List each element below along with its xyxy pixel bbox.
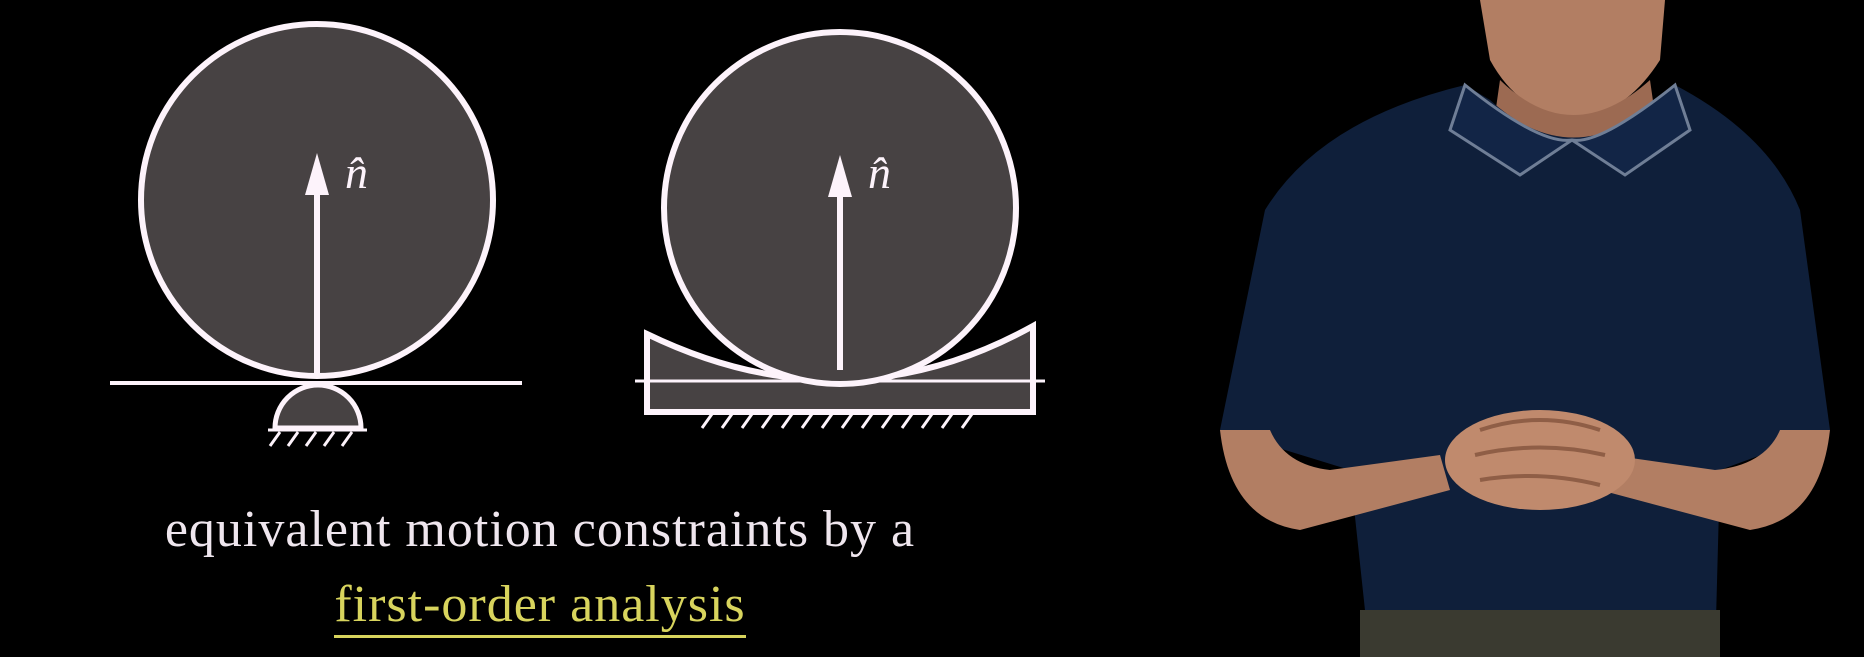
left-pin-support [272, 382, 364, 431]
presenter-collar [1448, 82, 1692, 177]
left-normal-arrow-head [305, 153, 329, 195]
presenter-left-forearm [1220, 430, 1450, 530]
left-normal-label: n̂ [345, 147, 368, 198]
left-diagram: n̂ [110, 21, 522, 447]
presenter-belt [1360, 610, 1720, 657]
right-diagram: n̂ [635, 29, 1045, 429]
caption-line-2-highlight: first-order analysis [0, 575, 1080, 638]
presenter-figure [1220, 0, 1830, 657]
left-ground-hatch [268, 428, 367, 447]
presenter-right-forearm [1600, 430, 1830, 530]
presenter-fingers [1474, 418, 1606, 487]
presenter-face [1480, 0, 1665, 118]
presenter-hands [1445, 410, 1635, 510]
caption-highlight-text: first-order analysis [334, 576, 746, 638]
caption-line-1: equivalent motion constraints by a [164, 501, 916, 558]
presenter-shirt [1220, 85, 1830, 657]
right-normal-label: n̂ [868, 147, 891, 198]
right-ground-hatch [700, 413, 974, 429]
right-normal-arrow-head [828, 155, 852, 197]
